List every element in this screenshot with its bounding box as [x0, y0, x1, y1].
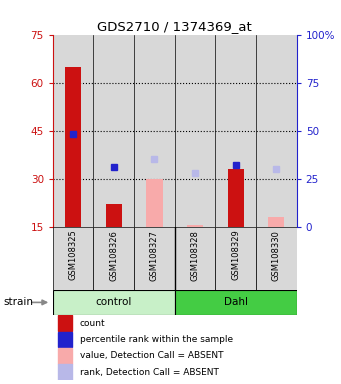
Bar: [175, 35, 216, 227]
Bar: [146, 179, 163, 227]
Text: control: control: [95, 297, 132, 308]
Bar: [53, 35, 93, 227]
Text: percentile rank within the sample: percentile rank within the sample: [80, 335, 233, 344]
Bar: [216, 35, 256, 227]
Bar: [53, 290, 175, 315]
Bar: [58, 348, 72, 364]
Bar: [256, 35, 297, 227]
Title: GDS2710 / 1374369_at: GDS2710 / 1374369_at: [98, 20, 252, 33]
Text: GSM108329: GSM108329: [231, 230, 240, 280]
Text: Dahl: Dahl: [224, 297, 248, 308]
Bar: [134, 227, 175, 290]
Bar: [58, 315, 72, 331]
Bar: [93, 35, 134, 227]
Text: GSM108326: GSM108326: [109, 230, 118, 281]
Bar: [65, 66, 81, 227]
Bar: [53, 227, 93, 290]
Bar: [227, 169, 244, 227]
Text: rank, Detection Call = ABSENT: rank, Detection Call = ABSENT: [80, 367, 219, 376]
Text: GSM108325: GSM108325: [69, 230, 78, 280]
Text: GSM108327: GSM108327: [150, 230, 159, 281]
Bar: [106, 204, 122, 227]
Bar: [268, 217, 284, 227]
Bar: [216, 227, 256, 290]
Text: value, Detection Call = ABSENT: value, Detection Call = ABSENT: [80, 351, 223, 360]
Bar: [58, 364, 72, 380]
Bar: [256, 227, 297, 290]
Text: GSM108328: GSM108328: [191, 230, 199, 281]
Bar: [134, 35, 175, 227]
Bar: [175, 227, 216, 290]
Text: count: count: [80, 319, 105, 328]
Bar: [58, 331, 72, 347]
Bar: [93, 227, 134, 290]
Text: strain: strain: [3, 297, 33, 308]
Bar: [175, 290, 297, 315]
Text: GSM108330: GSM108330: [272, 230, 281, 281]
Bar: [187, 225, 203, 227]
